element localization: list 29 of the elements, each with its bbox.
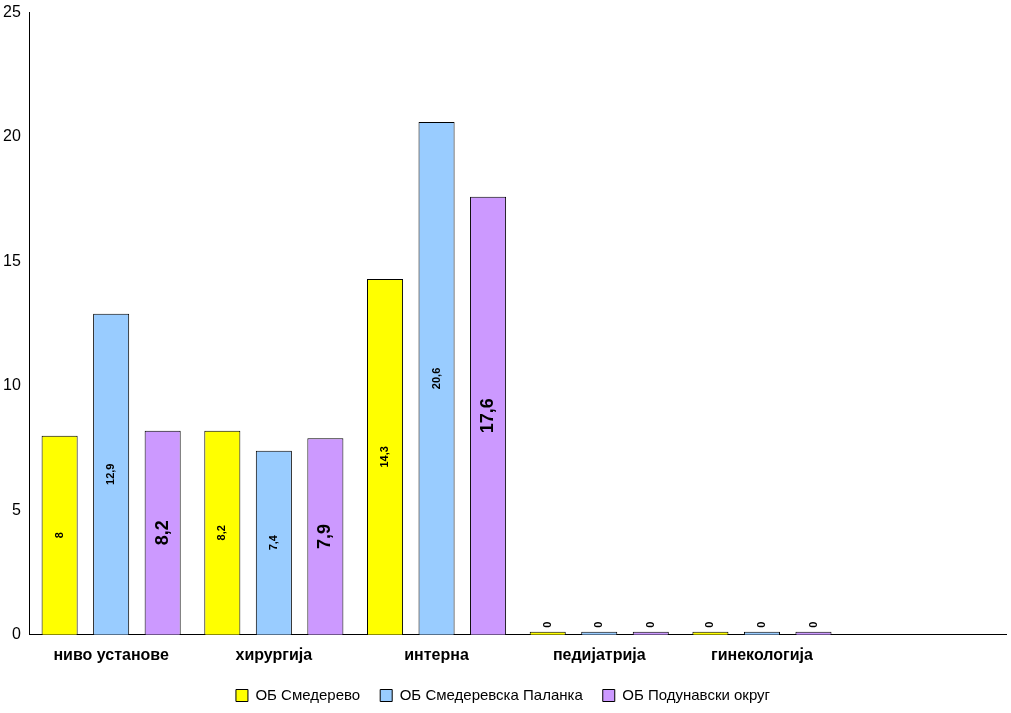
- data-label: 7,9: [314, 523, 335, 550]
- y-tick-label: 25: [3, 3, 21, 21]
- data-label: 17,6: [477, 398, 498, 434]
- data-label: 8: [52, 532, 65, 539]
- data-label: 8,2: [151, 520, 172, 546]
- data-label: 0: [643, 621, 656, 628]
- data-label: 14,3: [378, 446, 391, 468]
- y-tick-label: 15: [3, 251, 21, 269]
- data-label: 0: [703, 621, 716, 628]
- y-tick-label: 10: [3, 376, 21, 394]
- data-label: 0: [592, 621, 605, 628]
- x-tick-label: педијатрија: [552, 645, 646, 663]
- x-tick-label: гинекологија: [711, 645, 813, 663]
- data-label: 0: [540, 621, 553, 628]
- y-tick-label: 0: [11, 625, 21, 643]
- data-label: 7,4: [266, 534, 279, 551]
- legend-label: ОБ Подунавски округ: [622, 685, 771, 703]
- data-label: 0: [806, 621, 819, 628]
- data-label: 0: [754, 621, 767, 628]
- data-label: 8,2: [215, 525, 228, 541]
- x-tick-label: ниво установе: [53, 645, 169, 663]
- y-tick-label: 5: [11, 500, 21, 518]
- x-tick-label: интерна: [404, 645, 469, 663]
- y-tick-label: 20: [3, 127, 21, 145]
- legend-label: ОБ Смедеревска Паланка: [399, 685, 584, 703]
- data-label: 12,9: [104, 463, 117, 485]
- x-tick-label: хирургија: [235, 645, 313, 663]
- data-label: 20,6: [429, 367, 442, 390]
- legend-label: ОБ Смедерево: [255, 685, 361, 703]
